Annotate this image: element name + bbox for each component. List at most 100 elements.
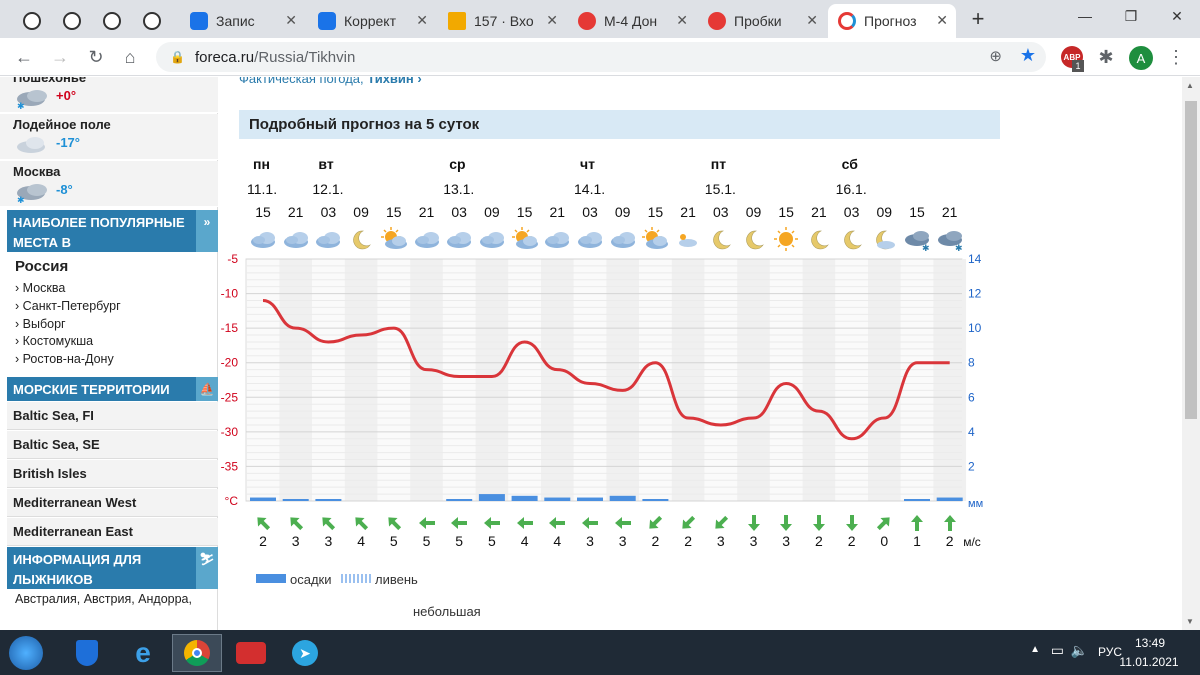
place-link[interactable]: › Костомукша — [15, 334, 94, 348]
place-link[interactable]: › Выборг — [15, 317, 66, 331]
wind-arrow-icon — [711, 513, 731, 533]
tab-title: М-4 Дон — [604, 13, 658, 29]
ski-countries-text[interactable]: Австралия, Австрия, Андорра, — [15, 592, 192, 606]
snow-cloud-icon: ✱ — [935, 227, 965, 253]
volume-icon[interactable]: 🔈 — [1070, 642, 1088, 658]
section-title: ИНФОРМАЦИЯ ДЛЯ ЛЫЖНИКОВ — [13, 552, 142, 587]
city-item[interactable]: Пошехонье ✱ +0° — [0, 77, 218, 113]
close-window-icon[interactable]: ✕ — [1171, 7, 1183, 24]
temperature-chart: -5 -10 -15 -20 -25 -30 -35 °C 14 12 10 8 6 4 2 мм — [221, 252, 983, 510]
close-icon[interactable]: ✕ — [416, 12, 428, 28]
precip-tick-label: 14 — [968, 252, 982, 266]
tab-4[interactable]: М-4 Дон ✕ — [568, 4, 696, 38]
windows-logo-icon — [9, 636, 43, 670]
tab-title: Пробки — [734, 13, 782, 29]
wind-arrow-icon — [384, 513, 404, 533]
sea-areas-header[interactable]: МОРСКИЕ ТЕРРИТОРИИ ⛵ — [7, 377, 218, 401]
tab-5[interactable]: Пробки ✕ — [698, 4, 826, 38]
close-icon[interactable]: ✕ — [285, 12, 297, 28]
temp-tick-label: -5 — [227, 252, 238, 266]
wind-arrow-icon — [940, 513, 960, 533]
sea-link[interactable]: Baltic Sea, FI — [7, 402, 218, 430]
defender-icon[interactable] — [62, 634, 112, 672]
tab-2[interactable]: Коррект ✕ — [308, 4, 436, 38]
ie-icon[interactable]: e — [135, 637, 151, 668]
chevron-down-icon[interactable]: » — [196, 210, 218, 252]
pinned-tab-2[interactable] — [52, 4, 92, 38]
place-link[interactable]: › Санкт-Петербург — [15, 299, 121, 313]
close-icon[interactable]: ✕ — [936, 12, 948, 28]
hour-label: 21 — [418, 204, 435, 220]
hour-label: 15 — [778, 204, 794, 220]
tab-6-active[interactable]: Прогноз ✕ — [828, 4, 956, 38]
place-link-label: Костомукша — [22, 334, 94, 348]
sea-link[interactable]: British Isles — [7, 460, 218, 488]
column-band — [344, 259, 378, 501]
wind-arrow-icon — [744, 513, 764, 533]
moon-icon — [346, 227, 376, 251]
cloud-icon — [248, 227, 278, 251]
scroll-down-icon[interactable]: ▼ — [1186, 617, 1194, 626]
scroll-up-icon[interactable]: ▲ — [1186, 81, 1194, 90]
cloud-small-icon — [673, 227, 703, 251]
tab-1[interactable]: Запис ✕ — [180, 4, 305, 38]
profile-avatar[interactable]: A — [1129, 46, 1153, 70]
city-temp: +0° — [56, 88, 77, 103]
temp-tick-label: -25 — [221, 390, 239, 404]
wind-arrow-icon — [515, 513, 535, 533]
city-item[interactable]: Москва ✱ -8° — [0, 161, 218, 207]
ski-info-header[interactable]: ИНФОРМАЦИЯ ДЛЯ ЛЫЖНИКОВ ⛷ — [7, 547, 218, 589]
minimize-icon[interactable]: — — [1078, 8, 1092, 24]
extensions-puzzle-icon[interactable]: ✱ — [1098, 46, 1114, 67]
close-icon[interactable]: ✕ — [676, 12, 688, 28]
pinned-tab-4[interactable] — [132, 4, 172, 38]
sea-link[interactable]: Mediterranean East — [7, 518, 218, 546]
city-item[interactable]: Лодейное поле -17° — [0, 114, 218, 160]
close-icon[interactable]: ✕ — [806, 12, 818, 28]
address-bar[interactable]: 🔒 foreca.ru/Russia/Tikhvin ⊕ ★ — [156, 42, 1046, 72]
chrome-icon[interactable] — [172, 634, 222, 672]
svg-text:✱: ✱ — [17, 101, 25, 109]
sea-link[interactable]: Mediterranean West — [7, 489, 218, 517]
pinned-site-icon — [23, 12, 41, 30]
language-indicator[interactable]: РУС — [1097, 645, 1122, 659]
temp-tick-label: -30 — [221, 425, 239, 439]
new-tab-button[interactable]: + — [971, 6, 985, 31]
back-icon[interactable]: ← — [15, 46, 33, 67]
reload-icon[interactable]: ↻ — [88, 46, 104, 67]
tab-3[interactable]: 157 · Вхо ✕ — [438, 4, 566, 38]
forward-icon[interactable]: → — [51, 46, 69, 67]
home-icon[interactable]: ⌂ — [124, 46, 136, 67]
media-app-icon[interactable] — [226, 634, 276, 672]
clock-date[interactable]: 11.01.2021 — [1119, 655, 1179, 669]
bookmark-star-icon[interactable]: ★ — [1019, 45, 1036, 65]
place-link[interactable]: › Москва — [15, 281, 66, 295]
scroll-thumb[interactable] — [1185, 101, 1197, 419]
moon-icon — [706, 227, 736, 251]
adblock-label: ABP — [1063, 52, 1081, 62]
start-button[interactable] — [2, 634, 50, 672]
actual-weather-link[interactable]: Фактическая погода, Тихвин › — [239, 77, 422, 86]
telegram-icon[interactable]: ➤ — [280, 634, 330, 672]
close-icon[interactable]: ✕ — [546, 12, 558, 28]
pinned-tab-3[interactable] — [92, 4, 132, 38]
temp-tick-label: -20 — [221, 356, 239, 370]
tray-expand-icon[interactable]: ▲ — [1030, 644, 1040, 655]
temp-tick-label: -35 — [221, 459, 239, 473]
svg-text:✱: ✱ — [922, 243, 930, 251]
restore-icon[interactable]: ❐ — [1124, 7, 1138, 24]
wind-speed: 5 — [389, 533, 398, 549]
clock-time[interactable]: 13:49 — [1134, 636, 1166, 650]
sea-link[interactable]: Baltic Sea, SE — [7, 431, 218, 459]
pinned-tab-1[interactable] — [12, 4, 52, 38]
place-link[interactable]: › Ростов-на-Дону — [15, 352, 114, 366]
precip-bar — [936, 497, 963, 501]
site-icon — [190, 12, 208, 30]
network-icon[interactable]: ▭ — [1050, 642, 1064, 658]
zoom-icon[interactable]: ⊕ — [989, 48, 1002, 65]
page-scrollbar[interactable]: ▲ ▼ — [1182, 77, 1200, 630]
wind-speed: 3 — [324, 533, 333, 549]
popular-places-header[interactable]: НАИБОЛЕЕ ПОПУЛЯРНЫЕ МЕСТА В » — [7, 210, 218, 252]
menu-dots-icon[interactable]: ⋮ — [1167, 46, 1185, 67]
wind-arrow-icon — [874, 513, 894, 533]
